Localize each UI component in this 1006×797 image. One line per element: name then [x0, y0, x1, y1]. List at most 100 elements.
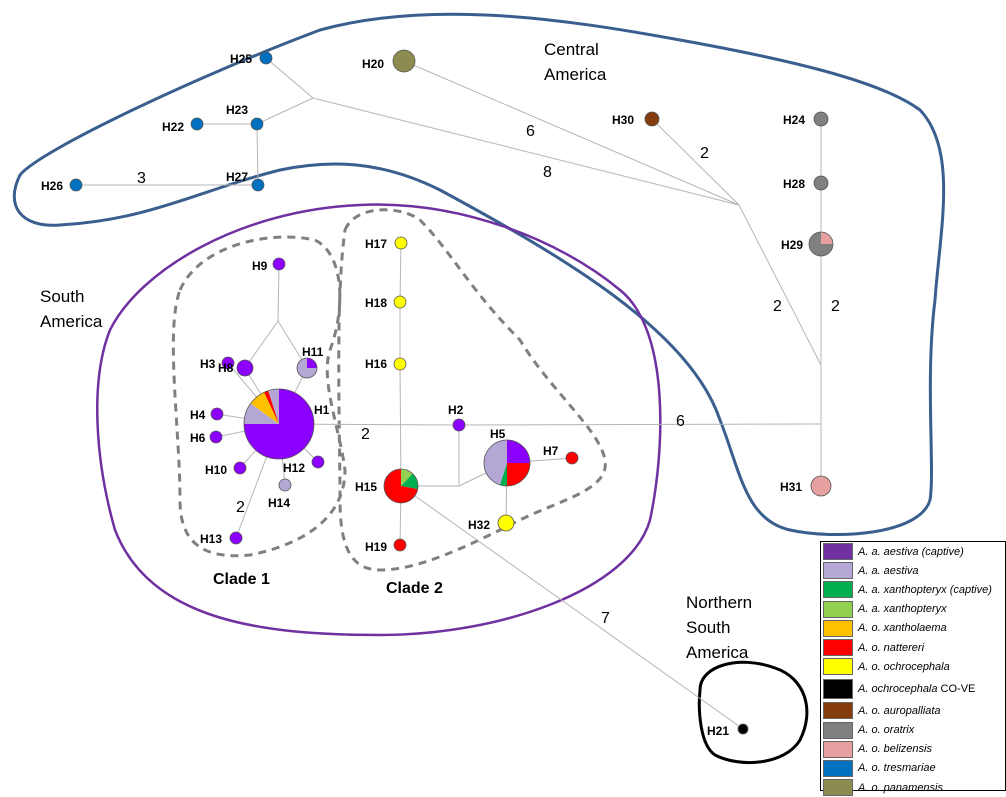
label-H22: H22 — [162, 120, 184, 134]
slice-ochrocephala — [393, 295, 407, 309]
slice-clade_node_purple — [272, 257, 286, 271]
legend-label: A. ochrocephala CO-VE — [858, 683, 975, 695]
haplotype-node-h2 — [452, 418, 466, 432]
slice-tresmariae — [259, 51, 273, 65]
label-H14: H14 — [268, 496, 290, 510]
slice-ochrocephala — [497, 514, 515, 532]
label-H3: H3 — [200, 357, 216, 371]
haplotype-node-h16 — [393, 357, 407, 371]
step-count-h2-central: 6 — [676, 413, 685, 430]
legend-label-taxon: A. ochrocephala — [858, 682, 938, 695]
label-H10: H10 — [205, 463, 227, 477]
step-count-h30: 2 — [700, 145, 709, 162]
legend-label: A. o. ochrocephala — [858, 661, 950, 673]
haplotype-node-h31 — [810, 475, 832, 497]
label-H23: H23 — [226, 103, 248, 117]
slice-aestiva — [278, 478, 292, 492]
slice-3-nattereri — [264, 390, 279, 424]
slice-oratrix — [813, 111, 829, 127]
clade-2-label: Clade 2 — [386, 580, 443, 597]
legend-item: A. a. xanthopteryx (captive) — [821, 580, 1005, 599]
slice-belizensis — [810, 475, 832, 497]
legend-label: A. o. belizensis — [858, 743, 932, 755]
slice-panamensis — [392, 49, 416, 73]
label-H24: H24 — [783, 113, 805, 127]
haplotype-node-h23 — [250, 117, 264, 131]
edge-h18-h17 — [399, 242, 402, 303]
legend-swatch — [823, 619, 853, 637]
haplotype-node-h13 — [229, 531, 243, 545]
label-H26: H26 — [41, 179, 63, 193]
clade-1-outline — [171, 235, 347, 558]
haplotype-node-h25 — [259, 51, 273, 65]
haplotype-node-h19 — [393, 538, 407, 552]
northern-south-america-region-outline — [697, 660, 809, 765]
region-label-north-line3: America — [686, 643, 749, 662]
legend-item: A. o. auropalliata — [821, 701, 1005, 720]
label-H29: H29 — [781, 238, 803, 252]
slice-clade_node_purple — [221, 356, 235, 370]
step-count-central-main: 8 — [543, 164, 552, 181]
haplotype-node-h22 — [190, 117, 204, 131]
legend-label-taxon: A. o. belizensis — [858, 743, 932, 756]
region-labels: Central America South America Northern S… — [40, 40, 752, 662]
haplotype-labels: H1 H2 H3 H4 H5 H6 H7 H8 H9 H10 H11 H12 H… — [41, 52, 805, 738]
slice-oratrix — [813, 175, 829, 191]
legend-label: A. o. oratrix — [858, 724, 914, 736]
label-H4: H4 — [190, 408, 206, 422]
legend-label-taxon: A. o. tresmariae — [858, 762, 936, 775]
central-america-region-outline — [12, 12, 946, 537]
edge-h15-h16 — [399, 363, 402, 487]
legend-item: A. ochrocephala CO-VE — [821, 676, 1005, 701]
haplotype-node-h17 — [394, 236, 408, 250]
region-label-north-line1: Northern — [686, 593, 752, 612]
legend-swatch — [823, 562, 853, 580]
legend-swatch — [823, 740, 853, 758]
legend-swatch — [823, 759, 853, 777]
legend-swatch — [823, 658, 853, 676]
slice-1-nattereri — [507, 463, 530, 486]
slice-3-aestiva — [484, 440, 507, 485]
step-count-h21: 7 — [601, 610, 610, 627]
step-count-h13: 2 — [236, 499, 245, 516]
slice-1-xanthopteryx_captive — [401, 473, 418, 490]
haplotype-node-h7 — [565, 451, 579, 465]
region-label-central-line1: Central — [544, 40, 599, 59]
slice-1-oratrix — [809, 232, 833, 256]
haplotype-node-h32 — [497, 514, 515, 532]
haplotype-node-h5 — [483, 439, 531, 487]
label-H2: H2 — [448, 403, 464, 417]
legend-label-taxon: A. a. aestiva — [858, 564, 919, 577]
legend-swatch — [823, 779, 853, 797]
label-H31: H31 — [780, 480, 802, 494]
label-H21: H21 — [707, 724, 729, 738]
legend-label: A. a. aestiva — [858, 565, 919, 577]
slice-clade_node_purple — [233, 461, 247, 475]
haplotype-node-h20 — [392, 49, 416, 73]
slice-clade_node_purple — [311, 455, 325, 469]
legend-label-taxon: A. a. xanthopteryx — [858, 603, 947, 616]
legend-item: A. o. nattereri — [821, 638, 1005, 657]
legend-item: A. o. tresmariae — [821, 759, 1005, 778]
edge-c4-h30 — [651, 118, 740, 206]
legend-label: A. o. nattereri — [858, 642, 924, 654]
haplotype-node-h30 — [644, 111, 660, 127]
step-count-h1-h2: 2 — [361, 426, 370, 443]
slice-covE — [737, 723, 749, 735]
clade-1-label: Clade 1 — [213, 571, 270, 588]
slice-clade_node_purple — [236, 359, 254, 377]
legend-swatch — [823, 581, 853, 599]
edge-c1-h9 — [277, 263, 280, 322]
step-count-hub-left: 2 — [773, 298, 782, 315]
label-H18: H18 — [365, 296, 387, 310]
legend-label-taxon: A. o. auropalliata — [858, 704, 941, 717]
legend-swatch — [823, 639, 853, 657]
slice-2-xantholaema — [250, 392, 279, 424]
legend-label-taxon: A. o. panamensis — [858, 781, 943, 794]
region-label-south-line1: South — [40, 287, 84, 306]
edge-c4-h20 — [403, 60, 740, 206]
south-america-region-outline — [96, 203, 662, 637]
label-H13: H13 — [200, 532, 222, 546]
legend-label-taxon: A. a. xanthopteryx (captive) — [858, 583, 992, 596]
